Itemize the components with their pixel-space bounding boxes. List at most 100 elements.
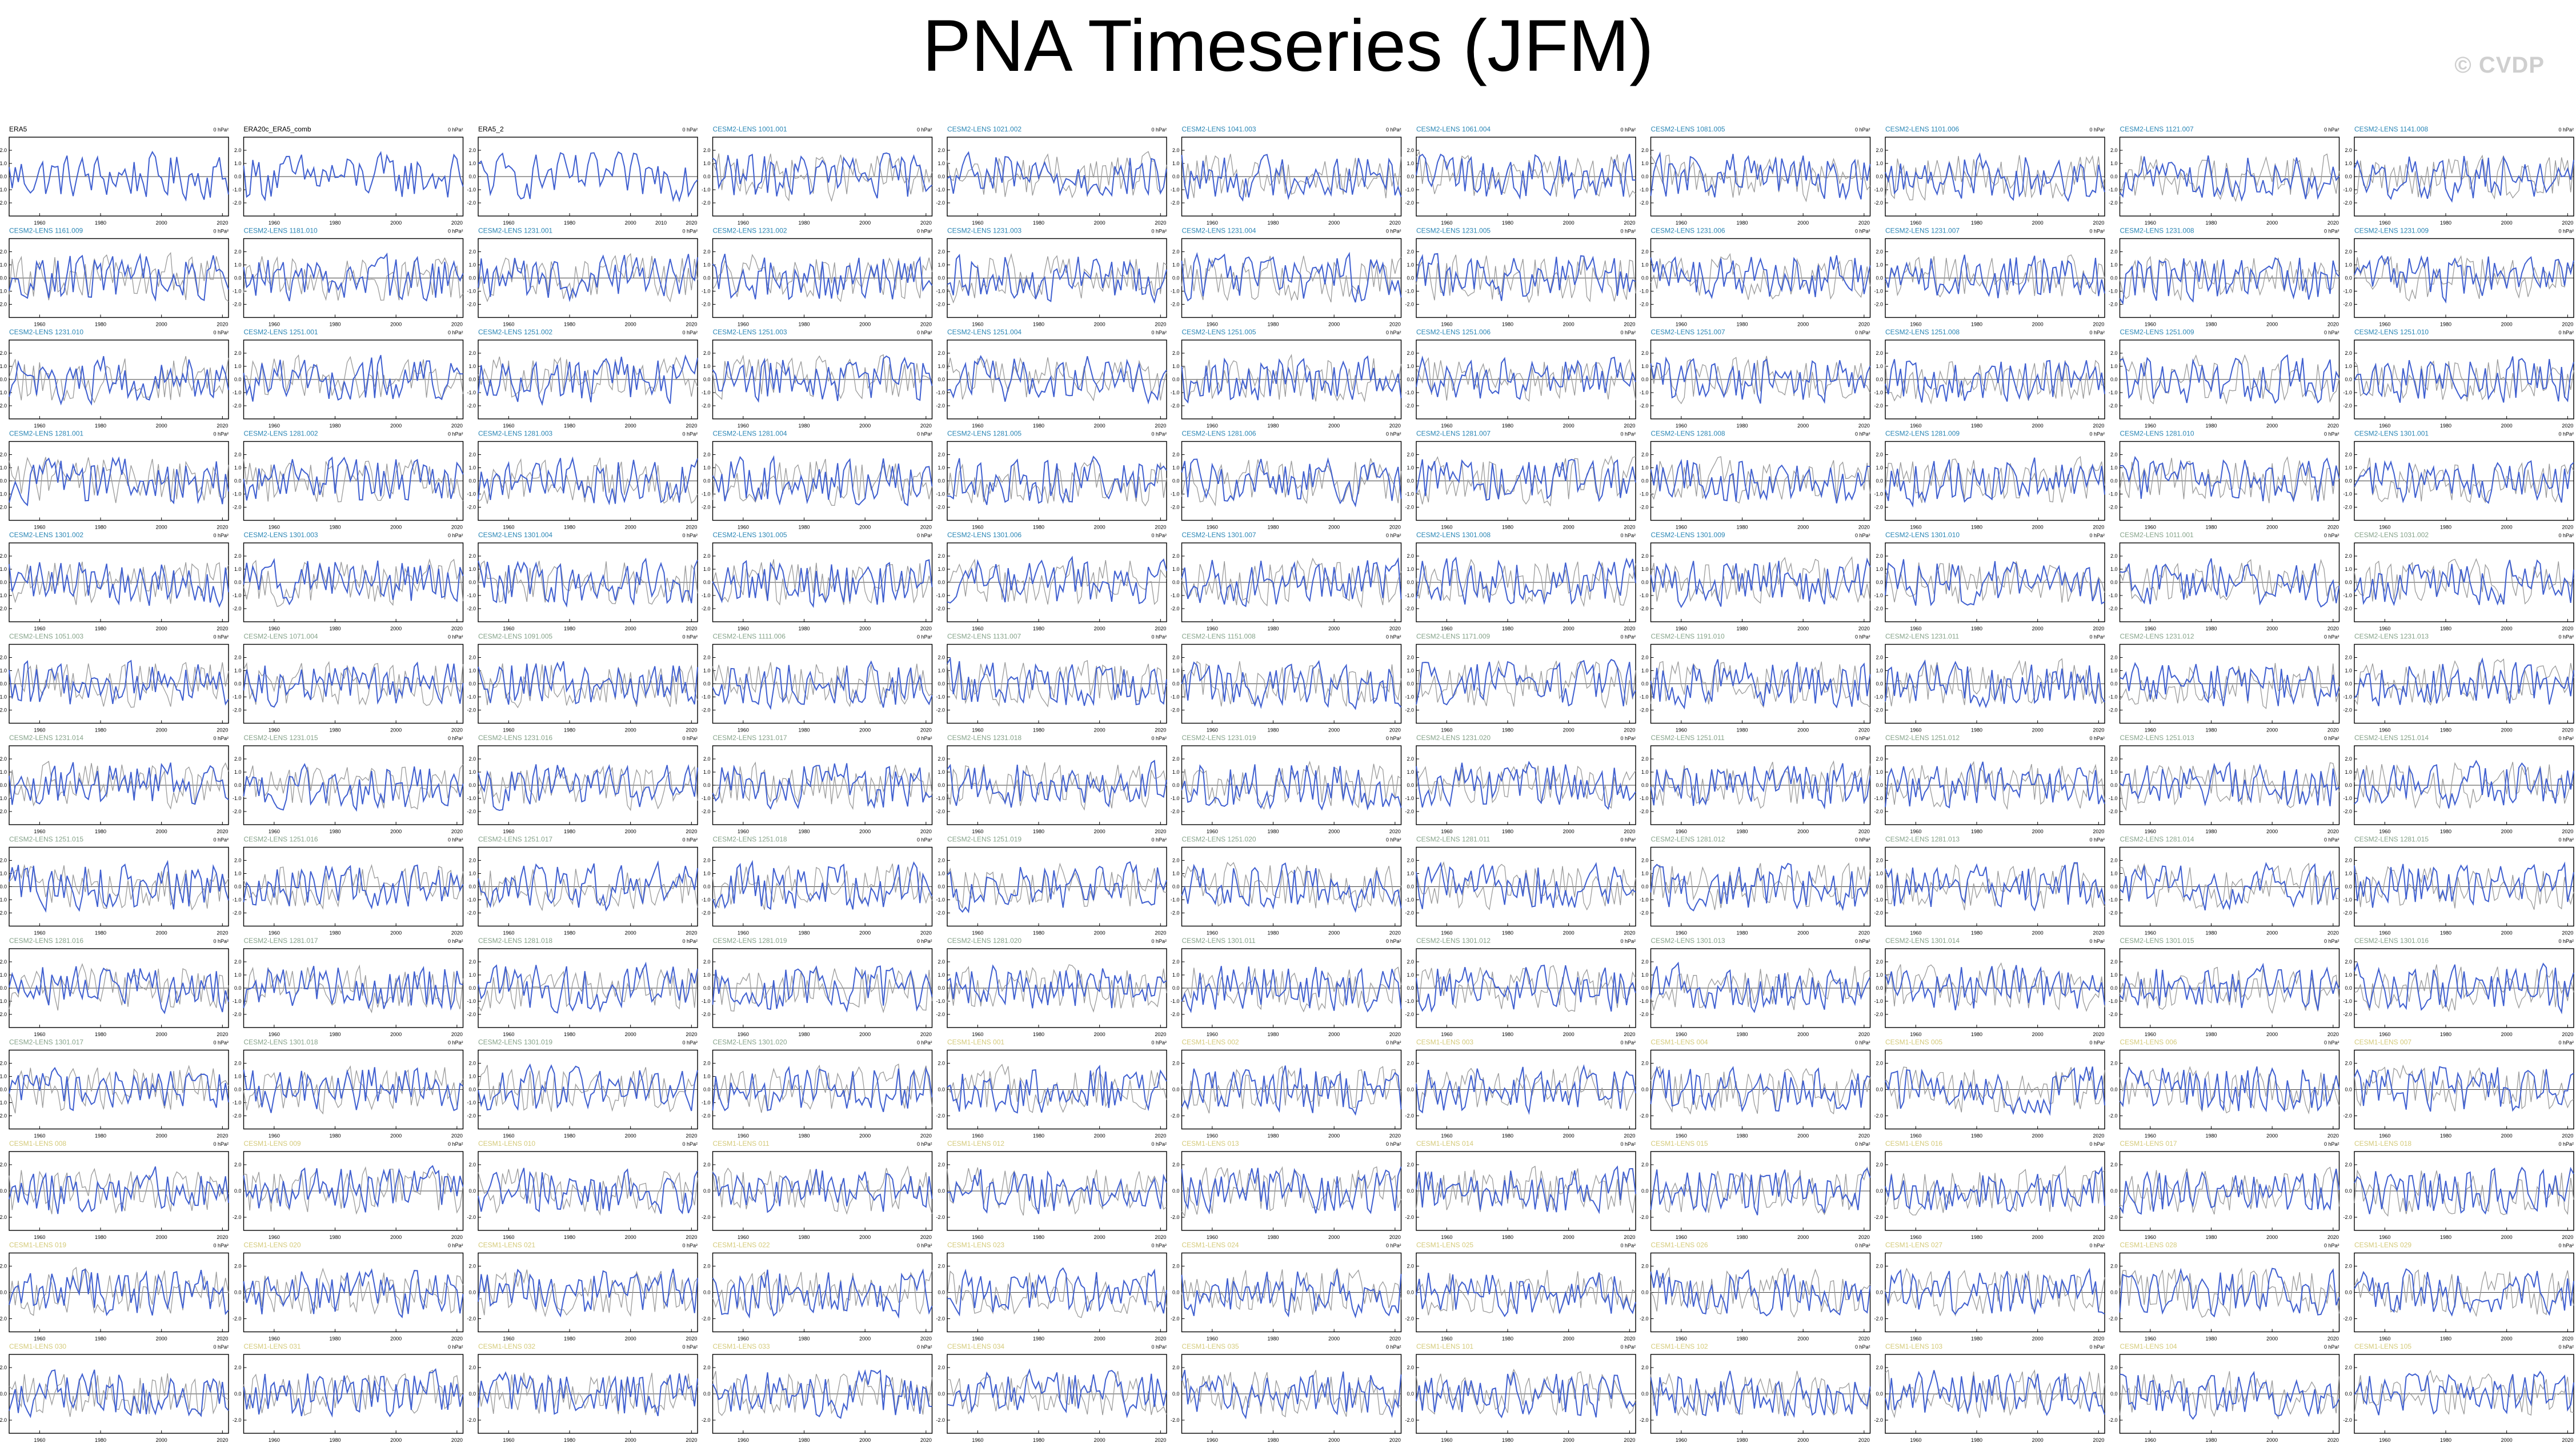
y-tick-label: -1.0 <box>2343 491 2352 497</box>
observed-overlay-line <box>1181 862 1402 909</box>
x-tick-label: 1960 <box>1676 626 1687 631</box>
model-series-line <box>2354 155 2574 203</box>
y-tick-label: 0.0 <box>2345 1290 2352 1296</box>
x-tick-label: 2020 <box>451 322 463 327</box>
x-tick-label: 2000 <box>2266 1437 2278 1443</box>
panel-cesm2-lens-1281-002: CESM2-LENS 1281.002 0 hPa²2.01.00.0-1.0-2… <box>233 430 464 530</box>
panel-cesm2-lens-1301-010: CESM2-LENS 1301.010 0 hPa²2.01.00.0-1.0-2… <box>1874 531 2105 631</box>
x-tick-label: 2000 <box>2266 1133 2278 1139</box>
y-tick-label: 2.0 <box>0 350 7 356</box>
y-tick-label: 2.0 <box>2110 249 2118 255</box>
y-tick-label: 2.0 <box>2110 959 2118 965</box>
y-tick-label: 2.0 <box>2110 858 2118 864</box>
y-tick-label: 0.0 <box>1876 1391 1883 1397</box>
panel-title: CESM2-LENS 1231.018 <box>947 734 1021 742</box>
panel-title: CESM2-LENS 1301.004 <box>478 531 552 539</box>
panel-title: CESM2-LENS 1301.014 <box>1885 937 1960 945</box>
model-series-line <box>2354 255 2574 304</box>
panel-cesm2-lens-1301-020: CESM2-LENS 1301.020 0 hPa²2.01.00.0-1.0-2… <box>702 1038 933 1139</box>
x-tick-label: 1980 <box>329 626 340 631</box>
y-tick-label: -2.0 <box>0 606 7 611</box>
x-tick-label: 2000 <box>859 220 871 226</box>
y-tick-label: -1.0 <box>936 998 945 1004</box>
x-tick-label: 1960 <box>503 1032 514 1037</box>
x-tick-label: 1960 <box>972 626 983 631</box>
x-tick-label: 2020 <box>1858 1336 1870 1342</box>
x-tick-label: 2020 <box>2093 322 2104 327</box>
panel-units: 0 hPa² <box>2324 127 2339 133</box>
y-tick-label: 0.0 <box>2110 579 2118 585</box>
y-tick-label: 0.0 <box>1407 782 1414 788</box>
panel-units: 0 hPa² <box>1386 837 1401 843</box>
x-tick-label: 2000 <box>2032 728 2044 733</box>
panel-cesm2-lens-1231-017: CESM2-LENS 1231.017 0 hPa²2.01.00.0-1.0-2… <box>702 734 933 834</box>
x-tick-label: 2020 <box>920 423 932 429</box>
x-tick-label: 2020 <box>1389 829 1401 834</box>
y-tick-label: 2.0 <box>2110 1061 2118 1066</box>
y-tick-label: -1.0 <box>702 1100 711 1106</box>
y-tick-label: 1.0 <box>1641 262 1649 268</box>
x-tick-label: 2000 <box>1094 829 1105 834</box>
x-tick-label: 1960 <box>34 626 45 631</box>
x-tick-label: 2000 <box>625 220 636 226</box>
x-tick-label: 2020 <box>451 423 463 429</box>
x-tick-label: 2000 <box>1328 829 1340 834</box>
observed-overlay-line <box>947 1064 1167 1113</box>
x-tick-label: 1980 <box>329 728 340 733</box>
y-tick-label: 2.0 <box>1407 147 1414 153</box>
observed-overlay-line <box>9 1373 229 1417</box>
y-tick-label: -1.0 <box>0 796 7 801</box>
x-tick-label: 1960 <box>503 525 514 530</box>
panel-title: CESM2-LENS 1231.004 <box>1182 227 1256 235</box>
x-tick-label: 1960 <box>1676 728 1687 733</box>
x-tick-label: 1960 <box>503 1234 514 1240</box>
y-tick-label: 1.0 <box>1407 465 1414 471</box>
x-tick-label: 1960 <box>1676 220 1687 226</box>
x-tick-label: 1980 <box>564 626 575 631</box>
model-series-line <box>947 555 1167 605</box>
model-series-line <box>1885 1166 2105 1213</box>
y-tick-label: -2.0 <box>2343 200 2352 206</box>
y-tick-label: -2.0 <box>233 606 242 611</box>
y-tick-label: 2.0 <box>0 1162 7 1168</box>
x-tick-label: 1960 <box>269 1032 280 1037</box>
observed-overlay-line <box>712 1270 933 1315</box>
x-tick-label: 1960 <box>2379 423 2390 429</box>
y-tick-label: 0.0 <box>234 1391 242 1397</box>
y-tick-label: 0.0 <box>1172 579 1180 585</box>
panel-title: CESM2-LENS 1231.006 <box>1651 227 1725 235</box>
x-tick-label: 1960 <box>1910 220 1921 226</box>
y-tick-label: 0.0 <box>703 579 711 585</box>
x-tick-label: 2000 <box>1797 1133 1809 1139</box>
x-tick-label: 1960 <box>2379 829 2390 834</box>
y-tick-label: -2.0 <box>0 809 7 814</box>
y-tick-label: 0.0 <box>1641 1087 1649 1093</box>
model-series-line <box>1181 154 1402 202</box>
y-tick-label: 0.0 <box>1407 377 1414 382</box>
observed-overlay-line <box>1181 760 1401 810</box>
x-tick-label: 2020 <box>1858 322 1870 327</box>
x-tick-label: 2020 <box>1155 1336 1166 1342</box>
x-tick-label: 2020 <box>1858 626 1870 631</box>
y-tick-label: -2.0 <box>467 1012 476 1017</box>
y-tick-label: 1.0 <box>468 566 476 572</box>
x-tick-label: 2000 <box>2266 322 2278 327</box>
panel-units: 0 hPa² <box>1386 938 1401 944</box>
x-tick-label: 2000 <box>859 1437 871 1443</box>
panel-units: 0 hPa² <box>1151 1141 1167 1147</box>
y-tick-label: 2.0 <box>234 350 242 356</box>
panel-title: CESM2-LENS 1041.003 <box>1182 125 1256 133</box>
observed-overlay-line <box>478 869 698 912</box>
y-tick-label: 1.0 <box>1407 161 1414 166</box>
panel-cesm2-lens-1251-011: CESM2-LENS 1251.011 0 hPa²2.01.00.0-1.0-2… <box>1640 734 1871 834</box>
y-tick-label: -1.0 <box>2109 390 2118 395</box>
observed-overlay-line <box>9 662 229 708</box>
x-tick-label: 2000 <box>859 829 871 834</box>
x-tick-label: 2000 <box>1797 1032 1809 1037</box>
x-tick-label: 2020 <box>2093 728 2104 733</box>
